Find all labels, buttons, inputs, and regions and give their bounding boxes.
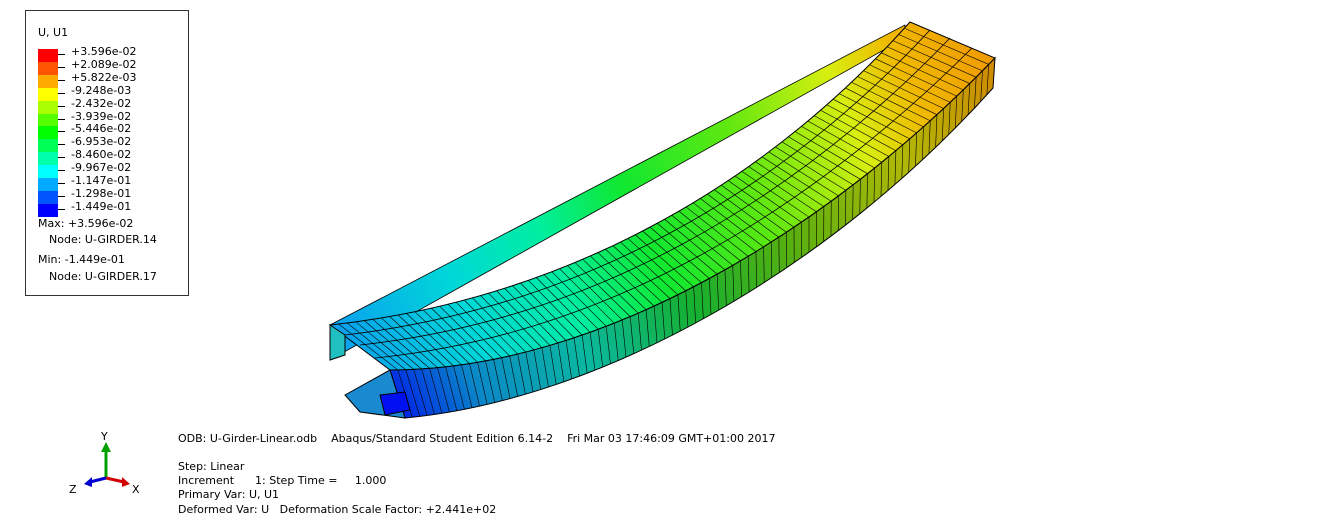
triad-y-label: Y bbox=[101, 430, 108, 443]
z-axis-arrowhead bbox=[84, 477, 92, 487]
x-axis-arrow bbox=[106, 478, 124, 482]
deformed-var-info: Deformed Var: U Deformation Scale Factor… bbox=[178, 503, 496, 516]
coordinate-triad bbox=[70, 430, 160, 510]
triad-z-label: Z bbox=[69, 483, 77, 496]
step-info: Step: Linear bbox=[178, 460, 244, 473]
y-axis-arrowhead bbox=[101, 442, 111, 452]
x-axis-arrowhead bbox=[122, 477, 130, 487]
odb-info-line: ODB: U-Girder-Linear.odb Abaqus/Standard… bbox=[178, 432, 775, 445]
increment-info: Increment 1: Step Time = 1.000 bbox=[178, 474, 386, 487]
primary-var-info: Primary Var: U, U1 bbox=[178, 488, 279, 501]
z-axis-arrow bbox=[90, 478, 106, 482]
triad-x-label: X bbox=[132, 483, 140, 496]
